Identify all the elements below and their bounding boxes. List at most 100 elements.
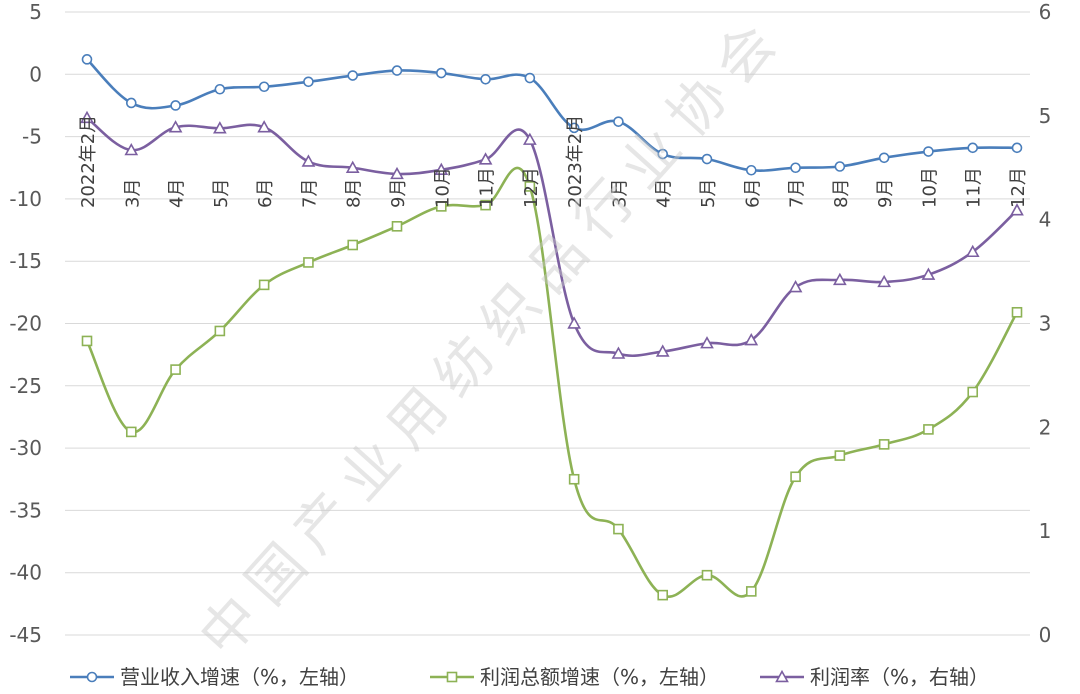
data-point xyxy=(832,272,847,286)
left-tick-label: -15 xyxy=(9,249,42,273)
data-point xyxy=(568,473,580,485)
right-axis-ticks: 6 5 4 3 2 1 0 xyxy=(1039,0,1052,647)
category-label: 10月 xyxy=(432,167,453,208)
legend-item: 利润率（%，右轴） xyxy=(760,665,989,689)
data-point xyxy=(434,162,449,176)
data-point xyxy=(258,81,270,93)
series-lines xyxy=(80,54,1024,601)
category-label: 2023年2月 xyxy=(565,115,586,208)
category-label: 11月 xyxy=(477,167,498,208)
data-point xyxy=(744,332,759,346)
data-point xyxy=(125,97,137,109)
data-point xyxy=(657,589,669,601)
category-label: 4月 xyxy=(167,179,188,208)
data-point xyxy=(524,181,536,192)
data-point xyxy=(788,280,803,293)
legend-item: 利润总额增速（%，左轴） xyxy=(430,665,719,689)
category-label: 6月 xyxy=(742,179,763,208)
category-label: 7月 xyxy=(787,179,808,208)
legend-label: 营业收入增速（%，左轴） xyxy=(120,665,359,689)
data-point xyxy=(347,239,359,251)
left-tick-label: -45 xyxy=(9,623,42,647)
category-label: 12月 xyxy=(521,167,542,208)
data-point xyxy=(613,116,624,127)
series-0 xyxy=(81,54,1023,176)
left-tick-label: 5 xyxy=(29,0,42,24)
data-point xyxy=(524,72,536,84)
data-point xyxy=(701,153,713,165)
data-point xyxy=(611,346,626,359)
data-point xyxy=(170,364,181,375)
legend-marker xyxy=(86,671,98,683)
data-point xyxy=(790,162,801,174)
data-point xyxy=(125,426,137,438)
category-label: 3月 xyxy=(122,179,143,208)
category-label: 7月 xyxy=(299,179,320,208)
left-tick-label: -30 xyxy=(9,436,42,460)
left-tick-label: 0 xyxy=(29,62,42,86)
legend-item: 营业收入增速（%，左轴） xyxy=(70,665,359,689)
data-point xyxy=(700,336,714,349)
data-point xyxy=(967,386,979,398)
category-label: 11月 xyxy=(964,167,985,208)
data-point xyxy=(1010,203,1024,216)
data-point xyxy=(878,439,890,450)
data-point xyxy=(391,221,403,232)
right-tick-label: 1 xyxy=(1039,519,1052,543)
legend-marker xyxy=(775,669,789,683)
category-labels: 2022年2月 3月 4月 5月 6月 7月 8月 9月 10月 11月 12月 2023年2月 3月 4… xyxy=(78,115,1029,208)
data-point xyxy=(257,120,272,133)
data-point xyxy=(567,316,582,329)
data-point xyxy=(655,344,670,357)
data-point xyxy=(1011,306,1023,318)
data-point xyxy=(657,148,669,160)
data-point xyxy=(124,142,139,156)
data-point xyxy=(878,152,890,164)
right-tick-label: 2 xyxy=(1039,415,1052,439)
data-point xyxy=(80,110,94,124)
data-point xyxy=(480,73,491,85)
right-tick-label: 3 xyxy=(1039,312,1052,336)
watermark-text: 中国产业用纺织品行业协会 xyxy=(187,2,797,670)
data-point xyxy=(301,154,316,167)
left-tick-label: -5 xyxy=(22,125,42,149)
data-point xyxy=(390,166,404,180)
data-point xyxy=(478,152,493,165)
category-label: 6月 xyxy=(255,179,276,208)
category-label: 3月 xyxy=(609,179,630,208)
data-point xyxy=(834,450,846,461)
series-line xyxy=(86,58,1018,172)
legend-label: 利润总额增速（%，左轴） xyxy=(480,665,719,689)
legend-label: 利润率（%，右轴） xyxy=(810,665,989,689)
series-1 xyxy=(81,166,1023,601)
data-point xyxy=(258,279,270,291)
category-label: 5月 xyxy=(698,179,719,208)
data-point xyxy=(347,70,359,81)
data-point xyxy=(877,274,892,288)
data-point xyxy=(168,120,183,133)
data-point xyxy=(613,523,624,535)
data-point xyxy=(435,201,447,212)
data-point xyxy=(923,146,934,157)
data-point xyxy=(745,586,757,597)
data-point xyxy=(345,160,360,173)
data-point xyxy=(745,164,757,176)
series-line xyxy=(86,116,1018,357)
legend: 营业收入增速（%，左轴） 利润总额增速（%，左轴） 利润率（%，右轴） xyxy=(70,665,989,689)
left-tick-label: -25 xyxy=(9,374,42,398)
category-label: 2022年2月 xyxy=(78,115,99,208)
data-point xyxy=(214,83,226,95)
category-label: 9月 xyxy=(875,179,896,208)
data-point xyxy=(214,325,226,337)
data-point xyxy=(965,244,980,258)
right-tick-label: 6 xyxy=(1039,0,1052,24)
data-point xyxy=(921,267,936,280)
right-tick-label: 0 xyxy=(1039,623,1052,647)
category-label: 8月 xyxy=(831,179,852,208)
left-tick-label: -10 xyxy=(9,187,42,211)
category-label: 9月 xyxy=(388,179,409,208)
data-point xyxy=(391,65,403,76)
data-point xyxy=(435,67,447,79)
data-point xyxy=(303,76,314,88)
